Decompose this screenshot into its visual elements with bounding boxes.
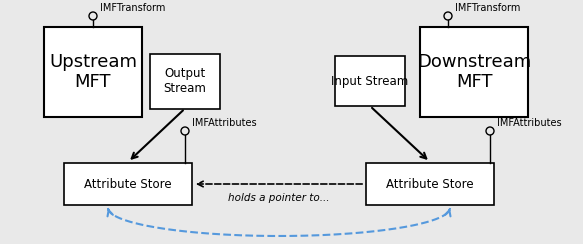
Text: holds a pointer to...: holds a pointer to... (229, 193, 330, 203)
Text: IMFAttributes: IMFAttributes (192, 118, 257, 128)
Bar (44, 27, 142, 117)
Text: IMFTransform: IMFTransform (455, 3, 521, 13)
Text: IMFTransform: IMFTransform (100, 3, 166, 13)
Bar (420, 27, 528, 117)
Text: Attribute Store: Attribute Store (84, 177, 172, 191)
Text: Input Stream: Input Stream (331, 74, 409, 88)
Text: Output
Stream: Output Stream (164, 67, 206, 95)
Bar (64, 163, 192, 205)
Text: Upstream
MFT: Upstream MFT (49, 53, 137, 92)
Text: IMFAttributes: IMFAttributes (497, 118, 561, 128)
Bar (366, 163, 494, 205)
Bar (335, 56, 405, 106)
Text: Downstream
MFT: Downstream MFT (417, 53, 531, 92)
Text: Attribute Store: Attribute Store (386, 177, 474, 191)
Bar (150, 53, 220, 109)
